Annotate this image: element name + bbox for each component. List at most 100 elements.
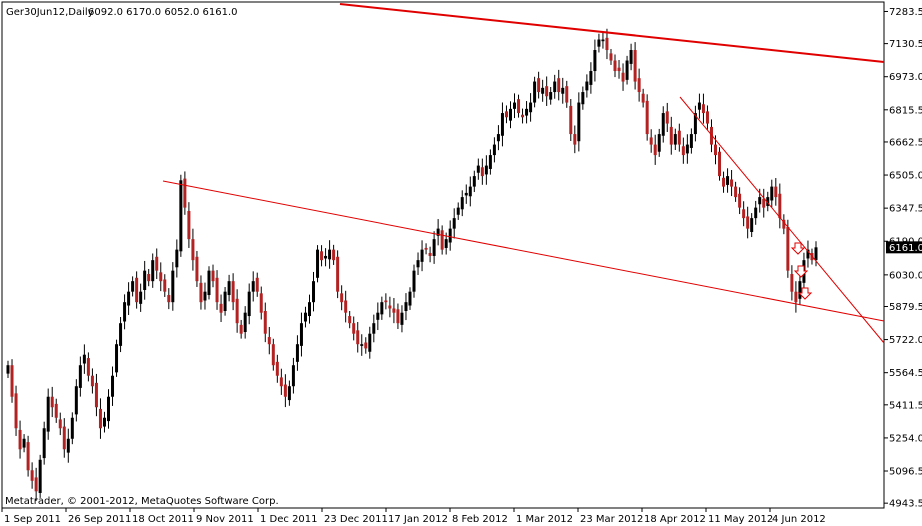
candle-body: [500, 113, 504, 136]
candle-body: [62, 426, 66, 450]
candle-body: [219, 303, 223, 313]
date-tick-label: 23 Mar 2012: [580, 514, 643, 525]
candle-body: [131, 281, 135, 292]
date-tick-label: 9 Nov 2011: [196, 514, 254, 525]
candle-body: [718, 151, 722, 177]
candle-body: [82, 354, 86, 364]
candle-body: [408, 291, 412, 306]
candle-body: [98, 408, 102, 429]
candle-body: [517, 99, 521, 114]
candle-body: [155, 256, 159, 271]
candle-body: [705, 111, 709, 124]
candle-body: [127, 291, 131, 306]
candle-body: [328, 249, 332, 260]
candle-body: [303, 312, 307, 322]
candle-body: [444, 239, 448, 248]
candle-body: [496, 134, 500, 142]
candle-body: [123, 302, 127, 322]
date-tick-label: 18 Oct 2011: [132, 514, 194, 525]
candle-body: [565, 86, 569, 103]
candle-body: [533, 81, 537, 103]
candle-body: [66, 438, 70, 453]
downtrend-line: [679, 96, 885, 344]
candle-body: [709, 126, 713, 145]
date-tick-label: 1 Mar 2012: [516, 514, 573, 525]
candle-body: [468, 186, 472, 197]
candle-body: [316, 249, 320, 278]
candle-body: [605, 37, 609, 51]
candle-body: [521, 114, 525, 118]
candle-body: [78, 365, 82, 388]
candle-body: [432, 239, 436, 256]
down-arrow-icon: [790, 242, 806, 255]
candle-body: [557, 78, 561, 93]
candle-body: [380, 302, 384, 315]
candle-body: [513, 102, 517, 109]
date-axis: 1 Sep 2011 26 Sep 2011 18 Oct 2011 9 Nov 20…: [1, 508, 826, 525]
candle-body: [163, 279, 167, 292]
candle-body: [677, 130, 681, 145]
candle-body: [697, 102, 701, 110]
candle-body: [332, 249, 336, 261]
candle-body: [267, 337, 271, 345]
candle-body: [102, 417, 106, 427]
plot-frame: [1, 1, 885, 509]
upper-resistance-trendline: [339, 3, 885, 63]
price-tick-label: 6662.5: [889, 137, 922, 148]
candle-body: [537, 78, 541, 93]
candle-body: [665, 111, 669, 124]
candle-body: [372, 323, 376, 334]
candle-body: [649, 137, 653, 145]
candle-body: [412, 270, 416, 292]
candle-body: [762, 198, 766, 208]
candle-body: [722, 177, 726, 187]
candle-body: [139, 291, 143, 304]
candle-body: [22, 438, 26, 448]
date-tick-label: 8 Feb 2012: [452, 514, 508, 525]
candle-body: [271, 344, 275, 366]
candle-body: [175, 249, 179, 268]
candle-body: [440, 230, 444, 250]
chart-ohlc-values: 6092.0 6170.0 6052.0 6161.0: [88, 7, 238, 18]
candle-body: [392, 308, 396, 313]
candle-body: [794, 291, 798, 303]
candles-layer: [6, 28, 818, 501]
candle-body: [726, 176, 730, 185]
current-price-label: 6161.0: [889, 243, 922, 254]
price-tick-label: 5879.5: [889, 302, 922, 313]
price-tick-label: 5411.5: [889, 400, 922, 411]
candle-body: [38, 459, 42, 493]
candle-body: [10, 365, 14, 397]
candle-body: [778, 193, 782, 219]
candle-body: [239, 324, 243, 334]
candle-body: [806, 249, 810, 259]
date-tick-label: 17 Jan 2012: [388, 514, 448, 525]
candle-body: [259, 293, 263, 313]
candle-body: [30, 470, 34, 481]
candle-body: [42, 428, 46, 459]
candle-body: [275, 361, 279, 376]
candle-body: [18, 429, 22, 450]
candle-body: [746, 216, 750, 229]
date-tick-label: 4 Jun 2012: [772, 514, 826, 525]
candle-body: [86, 358, 90, 376]
candle-body: [525, 108, 529, 116]
current-price-tag: [886, 241, 922, 254]
candle-body: [504, 111, 508, 118]
candle-body: [730, 179, 734, 187]
candle-body: [452, 218, 456, 229]
candle-body: [436, 228, 440, 236]
candle-body: [336, 256, 340, 292]
candle-body: [243, 312, 247, 333]
price-tick-label: 7283.5: [889, 7, 922, 18]
candle-body: [115, 344, 119, 373]
candle-body: [669, 126, 673, 145]
candle-body: [617, 67, 621, 72]
candle-body: [786, 226, 790, 271]
candle-body: [790, 274, 794, 292]
down-arrow-icon: [793, 265, 809, 278]
date-tick-label: 23 Dec 2011: [324, 514, 388, 525]
candle-body: [368, 333, 372, 352]
candle-body: [798, 281, 802, 299]
